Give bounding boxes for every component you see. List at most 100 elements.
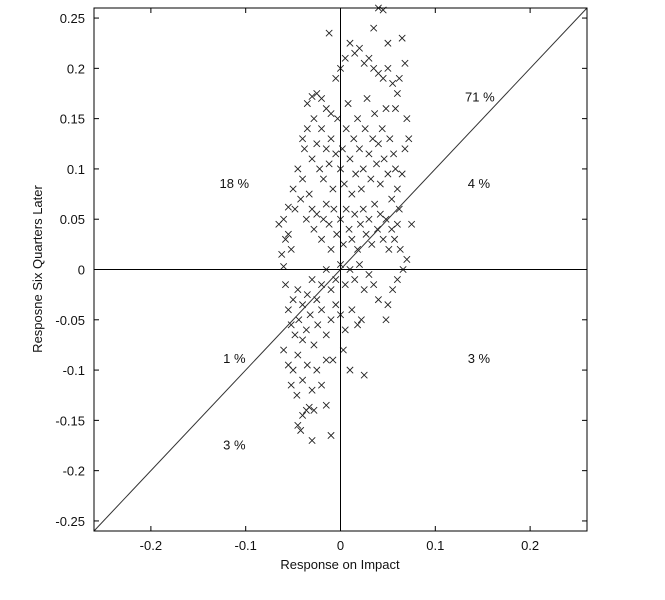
- data-point: [289, 185, 297, 193]
- data-point: [289, 366, 297, 374]
- data-point: [327, 135, 335, 143]
- data-point: [355, 145, 363, 153]
- data-point: [322, 331, 330, 339]
- data-point: [393, 89, 401, 98]
- data-point: [318, 306, 326, 314]
- data-point: [352, 170, 360, 178]
- data-point: [373, 225, 381, 233]
- data-point: [314, 321, 322, 329]
- data-point: [332, 74, 340, 82]
- data-point: [393, 185, 401, 193]
- data-point: [310, 406, 318, 414]
- data-point: [390, 150, 398, 158]
- data-point: [398, 170, 406, 178]
- data-point: [405, 135, 413, 143]
- data-point: [319, 175, 327, 183]
- data-point: [376, 180, 384, 188]
- data-point: [313, 210, 321, 218]
- data-point: [384, 301, 392, 309]
- data-point: [294, 351, 302, 359]
- x-tick-label: 0.1: [426, 538, 444, 553]
- data-point: [318, 125, 326, 133]
- data-point: [284, 230, 292, 238]
- data-point: [303, 100, 311, 108]
- data-point: [293, 391, 301, 399]
- data-point: [297, 195, 305, 203]
- y-axis-label: Resposne Six Quarters Later: [30, 185, 45, 353]
- data-point: [365, 215, 373, 223]
- quadrant-percentage-label: 4 %: [468, 176, 491, 191]
- data-point: [341, 326, 349, 334]
- data-point: [327, 431, 335, 439]
- data-point: [325, 220, 333, 228]
- data-point: [351, 210, 359, 218]
- data-point: [389, 286, 397, 294]
- data-point: [322, 401, 330, 409]
- data-point: [368, 240, 376, 248]
- data-point: [370, 281, 378, 289]
- data-point: [360, 371, 368, 379]
- data-point: [299, 336, 307, 344]
- x-tick-label: -0.1: [234, 538, 256, 553]
- data-point: [341, 281, 349, 289]
- data-point: [295, 316, 303, 324]
- data-point: [385, 245, 393, 253]
- data-point: [341, 54, 349, 62]
- data-point: [354, 245, 362, 253]
- data-point: [384, 64, 392, 72]
- data-point: [308, 436, 316, 444]
- data-point: [340, 180, 348, 188]
- data-point: [308, 92, 316, 101]
- data-point: [395, 205, 403, 213]
- y-tick-label: -0.25: [55, 514, 85, 529]
- data-point: [300, 145, 308, 153]
- y-tick-label: -0.1: [63, 363, 85, 378]
- quadrant-percentage-label: 18 %: [219, 176, 249, 191]
- x-tick-labels: -0.2 -0.1 0 0.1 0.2: [140, 538, 539, 553]
- data-point: [280, 346, 288, 354]
- data-point: [308, 386, 316, 394]
- data-point: [294, 286, 302, 294]
- data-point: [379, 74, 387, 82]
- x-axis-label: Response on Impact: [280, 557, 400, 572]
- data-point: [294, 421, 302, 429]
- data-point: [388, 225, 396, 233]
- data-point: [348, 190, 356, 198]
- x-tick-label: 0.2: [521, 538, 539, 553]
- data-point: [327, 245, 335, 253]
- y-tick-label: -0.05: [55, 313, 85, 328]
- data-point: [313, 366, 321, 374]
- y-tick-label: -0.15: [55, 413, 85, 428]
- data-point: [357, 185, 365, 193]
- data-point: [333, 230, 341, 238]
- data-point: [291, 205, 299, 213]
- data-point: [305, 190, 313, 198]
- data-point: [376, 210, 384, 218]
- data-point: [342, 125, 350, 133]
- data-point: [382, 105, 390, 113]
- y-tick-label: 0.25: [60, 11, 85, 26]
- data-point: [342, 205, 350, 213]
- data-point: [322, 200, 330, 208]
- data-point: [391, 105, 400, 113]
- data-point: [278, 250, 286, 258]
- data-point: [297, 426, 305, 434]
- y-tick-label: 0.15: [60, 112, 85, 127]
- data-point: [346, 366, 354, 374]
- data-point: [396, 245, 404, 253]
- data-point: [350, 135, 358, 143]
- data-point: [380, 155, 388, 163]
- x-tick-label: 0: [337, 538, 344, 553]
- data-point: [299, 135, 307, 143]
- data-point: [339, 346, 347, 354]
- data-point: [310, 341, 318, 349]
- data-point: [280, 262, 288, 271]
- data-point: [281, 281, 290, 289]
- data-point: [302, 215, 310, 223]
- quadrant-percentage-label: 3 %: [468, 351, 491, 366]
- annotations: 71 % 18 % 4 % 1 % 3 % 3 %: [219, 90, 495, 453]
- data-point: [327, 110, 335, 118]
- data-point: [310, 115, 318, 123]
- data-point: [318, 95, 326, 103]
- data-point: [403, 115, 411, 123]
